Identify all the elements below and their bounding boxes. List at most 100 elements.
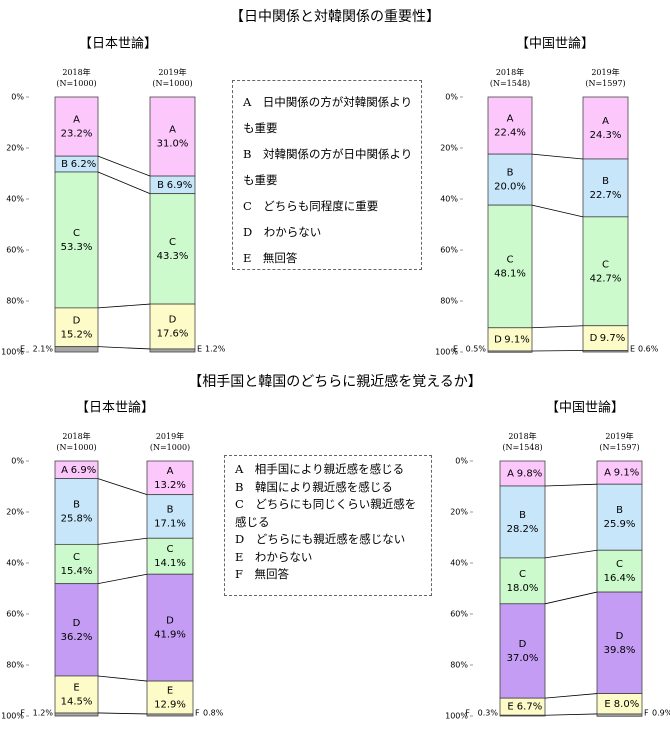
value-label: 9.1%: [504, 334, 529, 345]
bar-segment: [582, 158, 629, 218]
segment-name: E: [73, 682, 79, 693]
x-tick-note: (N=1548): [502, 443, 542, 452]
x-tick-label: 2019年: [156, 431, 184, 441]
bar-segment: [54, 307, 99, 348]
segment-name: A: [604, 468, 611, 479]
connector: [531, 204, 584, 218]
value-label: 15.2%: [61, 329, 93, 340]
value-label: 0.6%: [638, 345, 659, 354]
bar-segment: [54, 478, 99, 545]
bar-segment: [487, 153, 533, 206]
value-label: 22.7%: [590, 190, 622, 201]
bar-segment: [54, 171, 99, 309]
value-label: 22.4%: [494, 128, 526, 139]
segment-name: C: [507, 254, 514, 265]
connector: [97, 573, 148, 585]
y-tick-label: 0%: [455, 457, 468, 466]
x-tick-label: 2018年: [62, 431, 90, 441]
segment-name: F: [465, 709, 470, 718]
segment-name: D: [169, 315, 177, 326]
x-tick-note: (N=1000): [56, 79, 96, 88]
connector: [97, 712, 148, 715]
legend-box: A 日中関係の方が対韓関係よりも重要 B 対韓関係の方が日中関係よりも重要 C …: [232, 80, 422, 270]
x-tick-label: 2018年: [496, 67, 524, 77]
legend-item: D どちらにも親近感を感じない: [235, 532, 406, 546]
value-label: 24.3%: [590, 130, 622, 141]
legend-item: E わからない: [235, 549, 313, 564]
segment-name: D: [590, 333, 598, 344]
y-tick-label: 60%: [6, 246, 24, 255]
x-tick-note: (N=1597): [585, 79, 625, 88]
value-label: 9.8%: [517, 468, 542, 479]
bar-segment: [146, 494, 194, 539]
segment-name: D: [494, 334, 502, 345]
connector: [97, 171, 151, 195]
segment-name: E: [20, 345, 25, 354]
x-tick-note: (N=1000): [150, 443, 190, 452]
value-label: 48.1%: [494, 268, 526, 279]
value-label: 1.2%: [33, 709, 54, 718]
segment-name: B: [519, 510, 526, 521]
segment-name: A: [61, 465, 68, 476]
segment-name: B: [157, 180, 164, 191]
x-tick-label: 2019年: [158, 67, 186, 77]
bar-segment: [582, 96, 629, 160]
value-label: 14.1%: [154, 558, 186, 569]
value-label: 2.1%: [33, 345, 54, 354]
segment-name: D: [616, 631, 624, 642]
bar-segment: [582, 216, 629, 327]
legend-box: A 相手国により親近感を感じる B 韓国により親近感を感じる C どちらにも同じ…: [224, 455, 432, 596]
x-tick-label: 2019年: [591, 67, 619, 77]
bar-segment: [146, 713, 194, 717]
bar-segment: [596, 591, 643, 694]
y-tick-label: 0%: [11, 457, 24, 466]
value-label: 31.0%: [157, 139, 189, 150]
segment-name: C: [519, 569, 526, 580]
y-tick-label: 80%: [450, 661, 468, 670]
bar-segment: [54, 543, 99, 585]
bar-segment: [146, 573, 194, 682]
y-tick-label: 20%: [450, 508, 468, 517]
value-label: 6.7%: [517, 702, 542, 713]
value-label: 17.1%: [154, 518, 186, 529]
value-label: 18.0%: [507, 583, 539, 594]
bar-segment: [499, 603, 546, 699]
chart-title: 【中国世論】: [546, 400, 624, 416]
bar-segment: [582, 325, 629, 351]
legend-item: A 日中関係の方が対韓関係よりも重要: [243, 95, 413, 135]
x-tick-label: 2018年: [508, 431, 536, 441]
value-label: 17.6%: [157, 329, 189, 340]
bar-segment: [149, 193, 196, 305]
y-tick-label: 100%: [435, 348, 458, 357]
connector: [544, 713, 598, 716]
segment-name: B: [73, 499, 80, 510]
legend-item: B 韓国により親近感を感じる: [235, 479, 393, 494]
value-label: 20.0%: [494, 182, 526, 193]
segment-name: C: [167, 544, 174, 555]
y-tick-label: 100%: [1, 712, 24, 721]
value-label: 0.5%: [466, 345, 487, 354]
bar-segment: [596, 483, 643, 551]
value-label: 42.7%: [590, 273, 622, 284]
value-label: 9.7%: [600, 333, 625, 344]
section-heading: 【日中関係と対韓関係の重要性】: [230, 9, 440, 25]
segment-name: A: [167, 466, 174, 477]
bar-segment: [54, 675, 99, 714]
y-tick-label: 60%: [440, 246, 458, 255]
y-tick-label: 40%: [6, 195, 24, 204]
connector: [544, 549, 598, 559]
segment-name: E: [167, 686, 173, 697]
value-label: 41.9%: [154, 630, 186, 641]
bar-segment: [146, 537, 194, 575]
segment-name: A: [169, 125, 176, 136]
bar-segment: [487, 350, 533, 353]
connector: [97, 303, 151, 309]
segment-name: D: [166, 616, 174, 627]
value-label: 6.2%: [71, 159, 96, 170]
segment-name: D: [73, 315, 81, 326]
bar-segment: [54, 712, 99, 717]
segment-name: C: [602, 259, 609, 270]
value-label: 0.3%: [478, 709, 499, 718]
segment-name: A: [507, 468, 514, 479]
